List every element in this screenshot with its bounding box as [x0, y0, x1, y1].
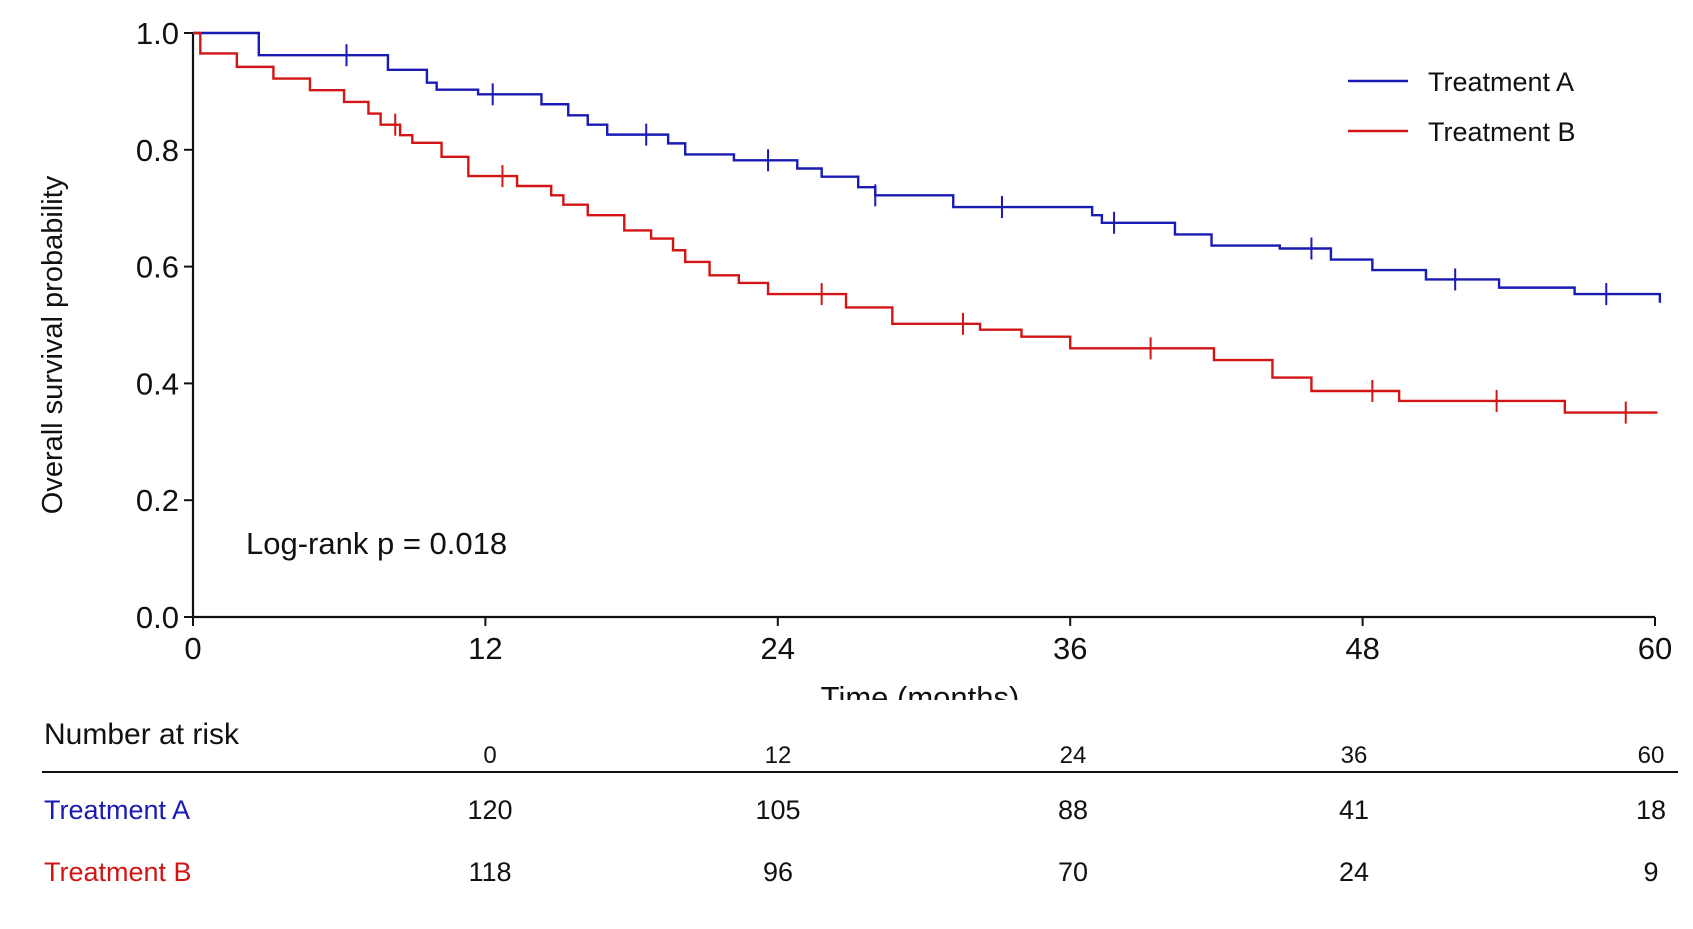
x-tick-label: 24 [761, 631, 795, 666]
risk-cell: 41 [1338, 795, 1370, 825]
risk-cell: 70 [1057, 857, 1089, 887]
legend-label: Treatment A [1428, 67, 1574, 97]
risk-time-label: 24 [1059, 742, 1087, 769]
risk-cell: 9 [1643, 857, 1659, 887]
y-tick-label: 0.8 [136, 133, 179, 168]
risk-table-divider [42, 771, 1678, 773]
x-tick-label: 0 [184, 631, 201, 666]
x-tick-label: 60 [1638, 631, 1672, 666]
x-tick-label: 48 [1345, 631, 1379, 666]
risk-time-label: 0 [483, 742, 497, 769]
series-line-2 [193, 31, 1658, 414]
risk-cell: 88 [1057, 795, 1089, 825]
y-tick-label: 0.2 [136, 483, 179, 518]
log-rank-annotation: Log-rank p = 0.018 [246, 526, 507, 561]
risk-cell: 18 [1635, 795, 1667, 825]
series-line-1 [193, 31, 1662, 303]
risk-cell: 24 [1338, 857, 1370, 887]
x-tick-label: 36 [1053, 631, 1087, 666]
x-axis-label: Time (months) [821, 680, 1020, 700]
risk-time-label: 60 [1637, 742, 1665, 769]
legend: Treatment A Treatment B [1348, 67, 1576, 147]
y-axis-label: Overall survival probability [37, 175, 69, 514]
risk-table-title: Number at risk [44, 718, 240, 751]
risk-cell: 96 [762, 857, 794, 887]
risk-cell: 118 [468, 857, 512, 887]
survival-curves [193, 31, 1662, 424]
risk-time-label: 36 [1340, 742, 1368, 769]
risk-time-label: 12 [764, 742, 792, 769]
y-tick-label: 1.0 [136, 16, 179, 51]
axes: 0.0 0.2 0.4 0.6 0.8 1.0 0 12 24 36 48 60 [136, 16, 1672, 666]
risk-row-label: Treatment B [44, 857, 192, 887]
x-tick-label: 12 [468, 631, 502, 666]
y-tick-label: 0.0 [136, 600, 179, 635]
risk-cell: 120 [467, 795, 513, 825]
risk-row-label: Treatment A [44, 795, 191, 825]
legend-label: Treatment B [1428, 117, 1576, 147]
survival-chart: 0.0 0.2 0.4 0.6 0.8 1.0 0 12 24 36 48 60 Treatment … [37, 16, 1672, 700]
y-tick-label: 0.6 [136, 250, 179, 285]
y-tick-label: 0.4 [136, 366, 179, 401]
risk-cell: 105 [755, 795, 801, 825]
